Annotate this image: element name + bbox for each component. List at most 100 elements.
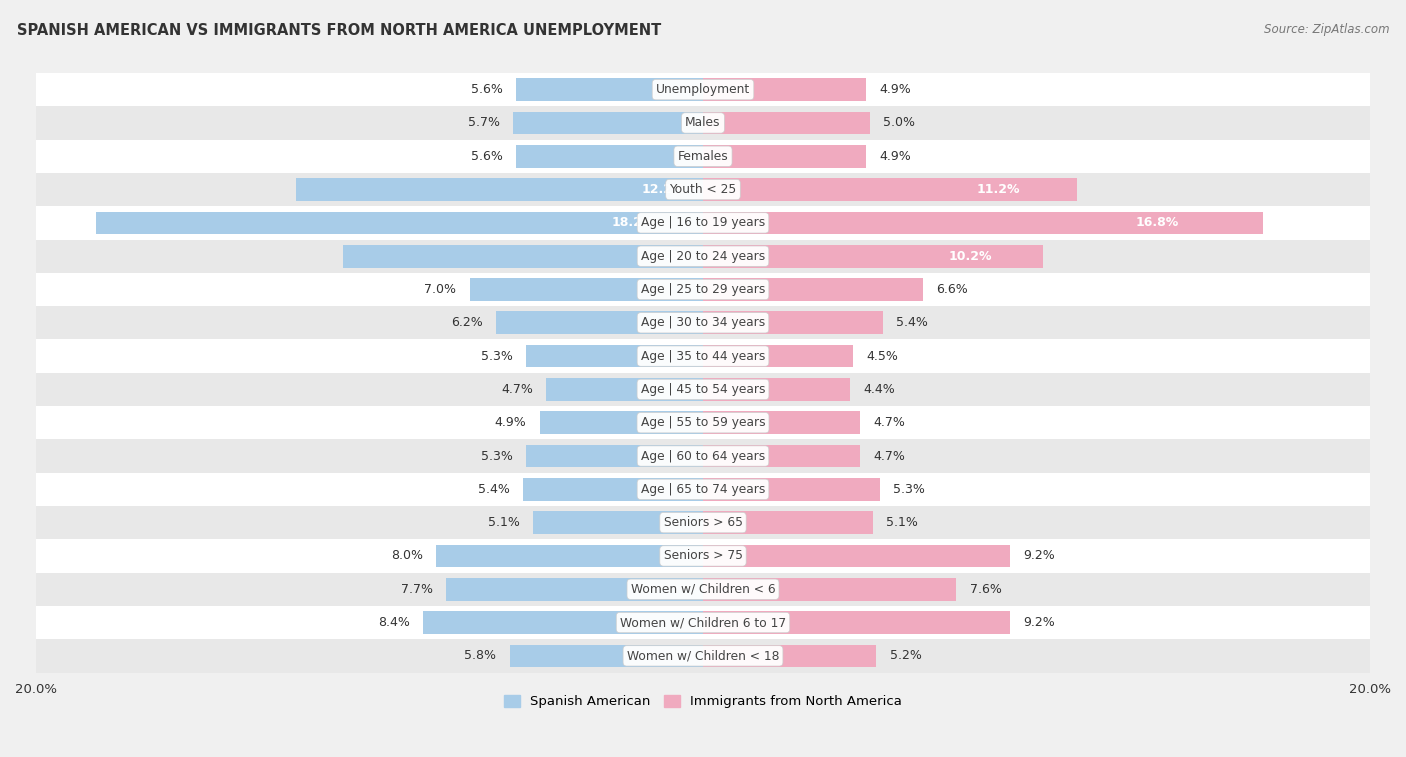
Bar xyxy=(703,411,859,434)
Text: 4.7%: 4.7% xyxy=(873,450,905,463)
Bar xyxy=(703,444,859,467)
Text: 5.6%: 5.6% xyxy=(471,150,503,163)
Text: 4.7%: 4.7% xyxy=(873,416,905,429)
Bar xyxy=(703,78,866,101)
Bar xyxy=(703,378,849,400)
Text: Age | 35 to 44 years: Age | 35 to 44 years xyxy=(641,350,765,363)
Text: 9.2%: 9.2% xyxy=(1024,616,1054,629)
Bar xyxy=(37,306,1369,339)
Text: Seniors > 65: Seniors > 65 xyxy=(664,516,742,529)
Bar xyxy=(526,344,703,367)
Text: 5.8%: 5.8% xyxy=(464,650,496,662)
Text: 16.8%: 16.8% xyxy=(1136,217,1180,229)
Bar xyxy=(516,145,703,167)
Text: 9.2%: 9.2% xyxy=(1024,550,1054,562)
Text: 11.2%: 11.2% xyxy=(977,183,1021,196)
Bar xyxy=(703,178,1077,201)
Bar xyxy=(703,578,956,600)
Bar xyxy=(423,611,703,634)
Bar xyxy=(446,578,703,600)
Bar xyxy=(37,539,1369,572)
Bar xyxy=(37,239,1369,273)
Bar xyxy=(37,472,1369,506)
Text: 5.3%: 5.3% xyxy=(481,350,513,363)
Text: 4.5%: 4.5% xyxy=(866,350,898,363)
Bar xyxy=(533,511,703,534)
Bar xyxy=(37,106,1369,139)
Bar xyxy=(540,411,703,434)
Bar xyxy=(343,245,703,267)
Text: 5.3%: 5.3% xyxy=(893,483,925,496)
Bar xyxy=(96,211,703,234)
Text: 4.9%: 4.9% xyxy=(495,416,526,429)
Text: Age | 55 to 59 years: Age | 55 to 59 years xyxy=(641,416,765,429)
Bar xyxy=(37,439,1369,472)
Bar xyxy=(703,478,880,500)
Text: 7.6%: 7.6% xyxy=(970,583,1001,596)
Text: 6.2%: 6.2% xyxy=(451,316,482,329)
Text: Age | 45 to 54 years: Age | 45 to 54 years xyxy=(641,383,765,396)
Bar xyxy=(526,444,703,467)
Bar xyxy=(513,111,703,134)
Bar xyxy=(37,273,1369,306)
Bar xyxy=(470,278,703,301)
Text: Seniors > 75: Seniors > 75 xyxy=(664,550,742,562)
Text: Age | 30 to 34 years: Age | 30 to 34 years xyxy=(641,316,765,329)
Text: 18.2%: 18.2% xyxy=(612,217,655,229)
Text: 5.6%: 5.6% xyxy=(471,83,503,96)
Bar xyxy=(703,544,1010,567)
Bar xyxy=(37,372,1369,406)
Bar xyxy=(436,544,703,567)
Text: SPANISH AMERICAN VS IMMIGRANTS FROM NORTH AMERICA UNEMPLOYMENT: SPANISH AMERICAN VS IMMIGRANTS FROM NORT… xyxy=(17,23,661,38)
Text: Source: ZipAtlas.com: Source: ZipAtlas.com xyxy=(1264,23,1389,36)
Text: 8.4%: 8.4% xyxy=(378,616,409,629)
Text: 5.0%: 5.0% xyxy=(883,117,915,129)
Text: Women w/ Children < 18: Women w/ Children < 18 xyxy=(627,650,779,662)
Bar xyxy=(703,644,876,667)
Bar xyxy=(703,245,1043,267)
Bar xyxy=(37,406,1369,439)
Bar xyxy=(703,311,883,334)
Text: Youth < 25: Youth < 25 xyxy=(669,183,737,196)
Text: Age | 65 to 74 years: Age | 65 to 74 years xyxy=(641,483,765,496)
Text: 5.7%: 5.7% xyxy=(468,117,499,129)
Bar xyxy=(523,478,703,500)
Bar xyxy=(703,611,1010,634)
Text: 7.7%: 7.7% xyxy=(401,583,433,596)
Bar xyxy=(37,606,1369,639)
Text: Women w/ Children < 6: Women w/ Children < 6 xyxy=(631,583,775,596)
Bar xyxy=(703,111,870,134)
Text: 4.7%: 4.7% xyxy=(501,383,533,396)
Bar xyxy=(703,278,924,301)
Text: Age | 25 to 29 years: Age | 25 to 29 years xyxy=(641,283,765,296)
Text: 5.2%: 5.2% xyxy=(890,650,922,662)
Bar xyxy=(703,511,873,534)
Text: 10.2%: 10.2% xyxy=(949,250,993,263)
Bar xyxy=(297,178,703,201)
Bar xyxy=(37,639,1369,672)
Text: Age | 60 to 64 years: Age | 60 to 64 years xyxy=(641,450,765,463)
Bar xyxy=(496,311,703,334)
Text: Unemployment: Unemployment xyxy=(655,83,751,96)
Text: 5.1%: 5.1% xyxy=(886,516,918,529)
Text: 4.9%: 4.9% xyxy=(880,83,911,96)
Text: 10.8%: 10.8% xyxy=(650,250,692,263)
Text: Age | 20 to 24 years: Age | 20 to 24 years xyxy=(641,250,765,263)
Bar xyxy=(703,344,853,367)
Text: 6.6%: 6.6% xyxy=(936,283,969,296)
Text: 4.4%: 4.4% xyxy=(863,383,894,396)
Bar xyxy=(547,378,703,400)
Text: Women w/ Children 6 to 17: Women w/ Children 6 to 17 xyxy=(620,616,786,629)
Bar xyxy=(516,78,703,101)
Text: 5.3%: 5.3% xyxy=(481,450,513,463)
Bar xyxy=(509,644,703,667)
Text: Females: Females xyxy=(678,150,728,163)
Text: 4.9%: 4.9% xyxy=(880,150,911,163)
Bar xyxy=(37,339,1369,372)
Legend: Spanish American, Immigrants from North America: Spanish American, Immigrants from North … xyxy=(499,690,907,714)
Bar xyxy=(37,572,1369,606)
Text: 5.4%: 5.4% xyxy=(478,483,509,496)
Text: 5.4%: 5.4% xyxy=(897,316,928,329)
Bar xyxy=(37,139,1369,173)
Bar xyxy=(37,73,1369,106)
